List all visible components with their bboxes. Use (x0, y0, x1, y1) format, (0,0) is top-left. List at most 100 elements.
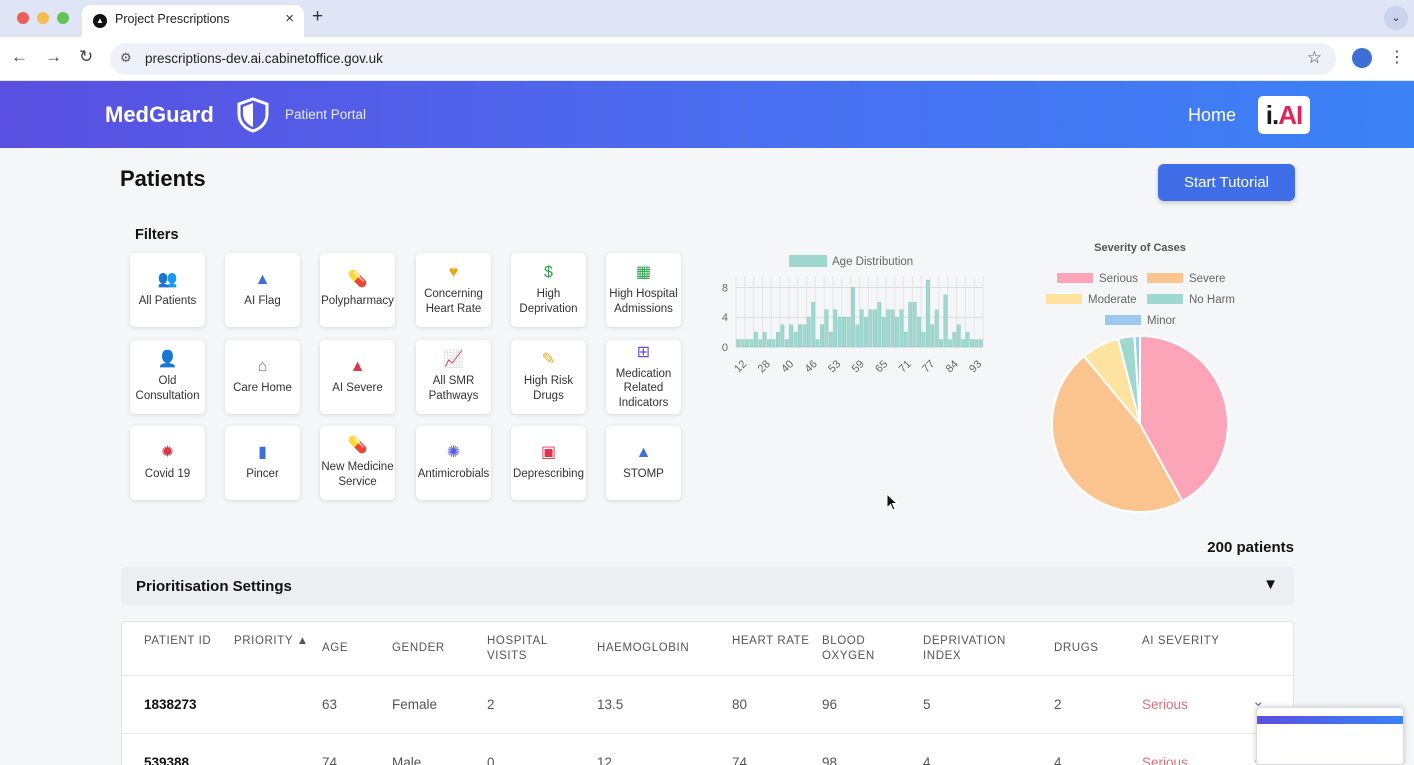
filter-label: Concerning Heart Rate (424, 288, 483, 315)
tab-search-button[interactable]: ⌄ (1384, 6, 1408, 30)
column-header: HAEMOGLOBIN (597, 642, 690, 654)
mouse-cursor-icon (886, 493, 898, 511)
browser-menu-icon[interactable]: ⋮ (1389, 49, 1405, 66)
column-header: HOSPITAL VISITS (487, 635, 548, 662)
cell-haemoglobin: 13.5 (597, 697, 624, 712)
url-text: prescriptions-dev.ai.cabinetoffice.gov.u… (145, 51, 383, 66)
cell-hospital-visits: 0 (487, 755, 495, 765)
filter-high-hospital-admissions[interactable]: ▦ High Hospital Admissions (606, 253, 681, 327)
address-bar[interactable]: ⚙ prescriptions-dev.ai.cabinetoffice.gov… (110, 43, 1336, 75)
column-header: BLOOD OXYGEN (822, 635, 875, 662)
x-tick-label: 59 (850, 358, 867, 375)
filter-antimicrobials[interactable]: ✺ Antimicrobials (416, 426, 491, 500)
filter-high-deprivation[interactable]: $ High Deprivation (511, 253, 586, 327)
forward-button[interactable]: → (45, 47, 62, 66)
profile-avatar-icon[interactable] (1352, 48, 1372, 68)
filter-care-home[interactable]: ⌂ Care Home (225, 340, 300, 414)
age-bar (758, 339, 763, 348)
filter-medication-related-indicators[interactable]: ⊞ Medication Related Indicators (606, 340, 681, 414)
column-header: PATIENT ID (144, 635, 212, 647)
hospital-icon: ▦ (635, 264, 652, 281)
cell-deprivation: 4 (923, 755, 931, 765)
prioritisation-title: Prioritisation Settings (136, 578, 292, 595)
start-tutorial-button[interactable]: Start Tutorial (1158, 164, 1295, 201)
filter-pincer[interactable]: ▮ Pincer (225, 426, 300, 500)
pie-title: Severity of Cases (1094, 242, 1186, 254)
filter-label: High Deprivation (519, 288, 578, 315)
age-bar (736, 339, 741, 348)
tab-title: Project Prescriptions (115, 12, 230, 26)
age-bar (824, 309, 829, 348)
x-tick-label: 65 (873, 358, 890, 375)
filter-covid-19[interactable]: ✹ Covid 19 (130, 426, 205, 500)
age-bar (912, 302, 917, 348)
minimize-window-button[interactable] (37, 12, 49, 24)
site-info-icon[interactable]: ⚙ (120, 50, 132, 65)
table-row[interactable]: 1838273 63 Female 2 13.5 80 96 5 2 Serious ⌄ (122, 675, 1293, 733)
column-header: GENDER (392, 642, 445, 654)
filter-high-risk-drugs[interactable]: ✎ High Risk Drugs (511, 340, 586, 414)
age-bar (780, 324, 785, 348)
x-tick-label: 40 (779, 358, 796, 375)
medical-plus-icon: ⊞ (636, 343, 651, 361)
browser-tab[interactable]: ▲ Project Prescriptions × (82, 5, 304, 37)
age-bar (771, 339, 776, 348)
home-link[interactable]: Home (1188, 105, 1237, 125)
filter-stomp[interactable]: ▲ STOMP (606, 426, 681, 500)
age-bar (881, 317, 886, 348)
age-bar (837, 317, 842, 348)
reload-button[interactable]: ↻ (79, 47, 94, 66)
trend-chart-icon: 📈 (443, 351, 464, 368)
filter-all-smr-pathways[interactable]: 📈 All SMR Pathways (416, 340, 491, 414)
filter-polypharmacy[interactable]: 💊 Polypharmacy (320, 253, 395, 327)
column-header[interactable]: PRIORITY ▲ (234, 635, 309, 647)
filter-deprescribing[interactable]: ▣ Deprescribing (511, 426, 586, 500)
filter-label: Antimicrobials (417, 468, 490, 481)
screenshot-thumbnail[interactable] (1256, 707, 1404, 765)
prioritisation-settings-toggle[interactable]: Prioritisation Settings ▼ (121, 567, 1294, 605)
pie-slice (1116, 335, 1141, 425)
tab-close-icon[interactable]: × (285, 10, 294, 27)
caret-down-icon[interactable]: ▼ (1263, 576, 1278, 593)
cell-heart-rate: 80 (732, 697, 748, 712)
age-bar (899, 309, 904, 348)
filter-new-medicine-service[interactable]: 💊 New Medicine Service (320, 426, 395, 500)
cell-drugs: 2 (1054, 697, 1062, 712)
close-window-button[interactable] (17, 12, 29, 24)
filter-all-patients[interactable]: 👥 All Patients (130, 253, 205, 327)
age-bar (886, 309, 891, 348)
age-bar (925, 279, 930, 348)
filter-concerning-heart-rate[interactable]: ♥ Concerning Heart Rate (416, 253, 491, 327)
age-bar (762, 331, 767, 348)
filter-ai-severe[interactable]: ▲ AI Severe (320, 340, 395, 414)
x-tick-label: 28 (756, 358, 773, 375)
new-tab-button[interactable]: + (312, 6, 324, 27)
filter-ai-flag[interactable]: ▲ AI Flag (225, 253, 300, 327)
bookmark-star-icon[interactable]: ☆ (1306, 48, 1322, 67)
age-bar (828, 331, 833, 348)
cell-age: 63 (322, 697, 338, 712)
cell-haemoglobin: 12 (597, 755, 613, 765)
alert-icon: ▲ (349, 358, 366, 376)
favicon-icon: ▲ (93, 14, 107, 28)
filter-label: Deprescribing (513, 468, 584, 481)
back-button[interactable]: ← (11, 47, 28, 66)
cell-patient-id: 1838273 (144, 697, 197, 712)
y-tick-label: 8 (722, 282, 728, 294)
pie-slice (1133, 334, 1141, 425)
filter-label: High Hospital Admissions (609, 288, 678, 315)
filter-label: All SMR Pathways (428, 375, 479, 402)
brand-name[interactable]: MedGuard (105, 102, 214, 127)
pie-slice (1051, 354, 1184, 513)
age-bar (978, 339, 983, 348)
maximize-window-button[interactable] (57, 12, 69, 24)
filter-old-consultation[interactable]: 👤 Old Consultation (130, 340, 205, 414)
legend-label: Age Distribution (832, 256, 913, 268)
cell-severity: Serious (1142, 697, 1188, 712)
users-icon: 👥 (157, 271, 178, 289)
pie-legend-swatch (1046, 294, 1082, 304)
expand-row-chevron-icon[interactable]: ⌄ (1252, 693, 1265, 710)
browser-tab-bar: ▲ Project Prescriptions × + ⌄ (0, 0, 1414, 37)
pie-slice (1082, 337, 1141, 425)
